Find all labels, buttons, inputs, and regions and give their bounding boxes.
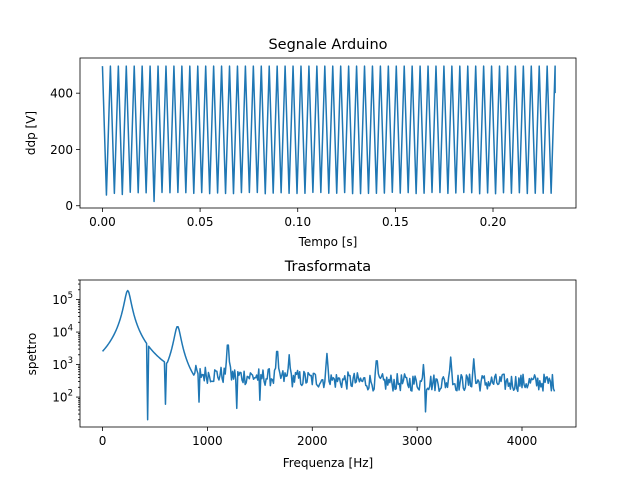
x-tick-label: 1000 [192,434,223,448]
signal-line [101,65,556,203]
y-tick-label: 105 [52,291,73,307]
y-tick-label: 0 [65,199,73,213]
signal-plot-title: Segnale Arduino [268,37,387,53]
signal-series [101,65,556,203]
signal-x-label: Tempo [s] [298,235,358,249]
x-tick-label: 0.15 [382,215,409,229]
y-tick-label: 104 [52,324,73,340]
x-tick-label: 2000 [297,434,328,448]
x-tick-label: 0.20 [480,215,507,229]
spectrum-x-label: Frequenza [Hz] [283,456,373,470]
spectrum-line [101,289,556,421]
signal-y-label: ddp [V] [24,111,38,155]
x-tick-label: 0 [99,434,107,448]
spectrum-y-label: spettro [25,333,39,376]
signal-x-ticks: 0.00 0.05 0.10 0.15 0.20 [89,208,506,229]
spectrum-y-ticks: 102 103 104 105 [52,279,80,421]
x-tick-label: 3000 [402,434,433,448]
spectrum-axes-frame [79,279,577,428]
y-tick-label: 200 [50,143,73,157]
signal-axes-frame [79,57,577,209]
x-tick-label: 0.05 [187,215,214,229]
x-tick-label: 0.00 [89,215,116,229]
spectrum-x-ticks: 0 1000 2000 3000 4000 [99,427,538,448]
signal-y-ticks: 0 200 400 [50,87,80,213]
spectrum-plot-title: Trasformata [284,259,371,275]
y-tick-label: 102 [52,389,73,405]
y-tick-label: 400 [50,87,73,101]
x-tick-label: 4000 [507,434,538,448]
spectrum-plot: Trasformata 0 1000 2000 3000 4000 1021031041… [25,259,577,470]
y-tick-label: 103 [52,356,73,372]
x-tick-label: 0.10 [284,215,311,229]
spectrum-series [101,289,556,421]
signal-plot: Segnale Arduino 0.00 0.05 0.10 0.15 0.20 0 20… [24,37,577,249]
